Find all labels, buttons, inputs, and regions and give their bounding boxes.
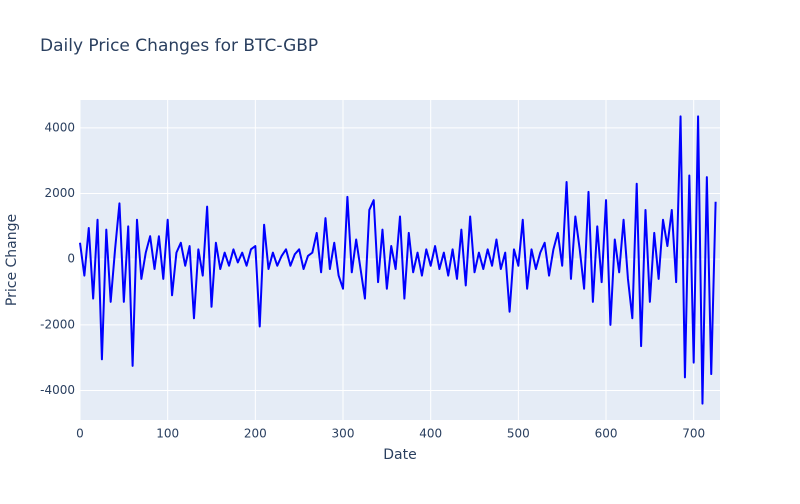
x-tick-label: 200	[244, 427, 267, 441]
line	[79, 115, 717, 405]
chart-title: Daily Price Changes for BTC-GBP	[40, 36, 318, 56]
x-tick-label: 600	[595, 427, 618, 441]
y-tick-label: 0	[67, 252, 75, 266]
y-tick-label: 4000	[44, 120, 75, 134]
y-axis-title: Price Change	[4, 214, 20, 306]
x-tick-label: 400	[419, 427, 442, 441]
y-tick-label: 2000	[44, 186, 75, 200]
x-tick-label: 0	[76, 427, 84, 441]
x-tick-label: 100	[156, 427, 179, 441]
y-tick-label: -4000	[40, 383, 75, 397]
x-axis-title: Date	[383, 447, 416, 463]
x-tick-label: 700	[682, 427, 705, 441]
x-tick-label: 500	[507, 427, 530, 441]
y-tick-label: -2000	[40, 317, 75, 331]
x-tick-label: 300	[332, 427, 355, 441]
